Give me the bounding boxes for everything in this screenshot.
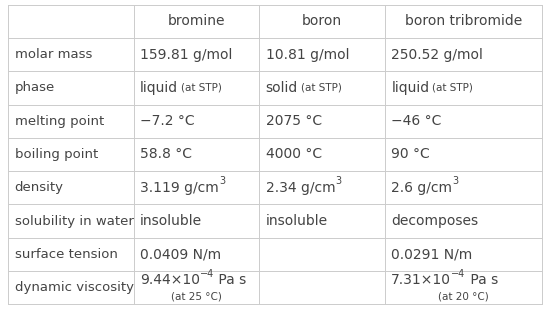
Text: −7.2 °C: −7.2 °C <box>140 114 195 128</box>
Text: boron tribromide: boron tribromide <box>405 14 522 28</box>
Text: 10.81 g/mol: 10.81 g/mol <box>266 48 349 61</box>
Text: 2.34 g/cm: 2.34 g/cm <box>266 181 335 195</box>
Text: 2.6 g/cm: 2.6 g/cm <box>391 181 452 195</box>
Text: (at STP): (at STP) <box>301 83 342 93</box>
Text: liquid: liquid <box>391 81 429 95</box>
Text: insoluble: insoluble <box>266 214 328 228</box>
Text: 4000 °C: 4000 °C <box>266 147 322 162</box>
Text: bromine: bromine <box>168 14 225 28</box>
Text: 0.0291 N/m: 0.0291 N/m <box>391 248 473 261</box>
Text: 7.31×10: 7.31×10 <box>391 273 451 287</box>
Text: 9.44×10: 9.44×10 <box>140 273 200 287</box>
Text: (at 25 °C): (at 25 °C) <box>171 292 222 302</box>
Text: dynamic viscosity: dynamic viscosity <box>15 281 134 294</box>
Text: liquid: liquid <box>140 81 178 95</box>
Text: 250.52 g/mol: 250.52 g/mol <box>391 48 483 61</box>
Text: boron: boron <box>302 14 342 28</box>
Text: Pa s: Pa s <box>215 273 247 287</box>
Text: (at STP): (at STP) <box>432 83 473 93</box>
Text: 3: 3 <box>219 176 225 186</box>
Text: boiling point: boiling point <box>15 148 98 161</box>
Text: 0.0409 N/m: 0.0409 N/m <box>140 248 221 261</box>
Text: 90 °C: 90 °C <box>391 147 430 162</box>
Text: density: density <box>15 181 64 194</box>
Text: −4: −4 <box>200 269 215 279</box>
Text: 3: 3 <box>452 176 458 186</box>
Text: (at 20 °C): (at 20 °C) <box>438 292 489 302</box>
Text: −4: −4 <box>451 269 465 279</box>
Text: 3: 3 <box>335 176 342 186</box>
Text: solid: solid <box>266 81 298 95</box>
Text: melting point: melting point <box>15 115 104 128</box>
Text: molar mass: molar mass <box>15 48 92 61</box>
Text: (at STP): (at STP) <box>181 83 222 93</box>
Text: 3.119 g/cm: 3.119 g/cm <box>140 181 219 195</box>
Text: 159.81 g/mol: 159.81 g/mol <box>140 48 233 61</box>
Text: solubility in water: solubility in water <box>15 215 134 228</box>
Text: Pa s: Pa s <box>465 273 498 287</box>
Text: 2075 °C: 2075 °C <box>266 114 322 128</box>
Text: surface tension: surface tension <box>15 248 118 261</box>
Text: 58.8 °C: 58.8 °C <box>140 147 192 162</box>
Text: −46 °C: −46 °C <box>391 114 441 128</box>
Text: insoluble: insoluble <box>140 214 202 228</box>
Text: phase: phase <box>15 81 55 94</box>
Text: decomposes: decomposes <box>391 214 479 228</box>
